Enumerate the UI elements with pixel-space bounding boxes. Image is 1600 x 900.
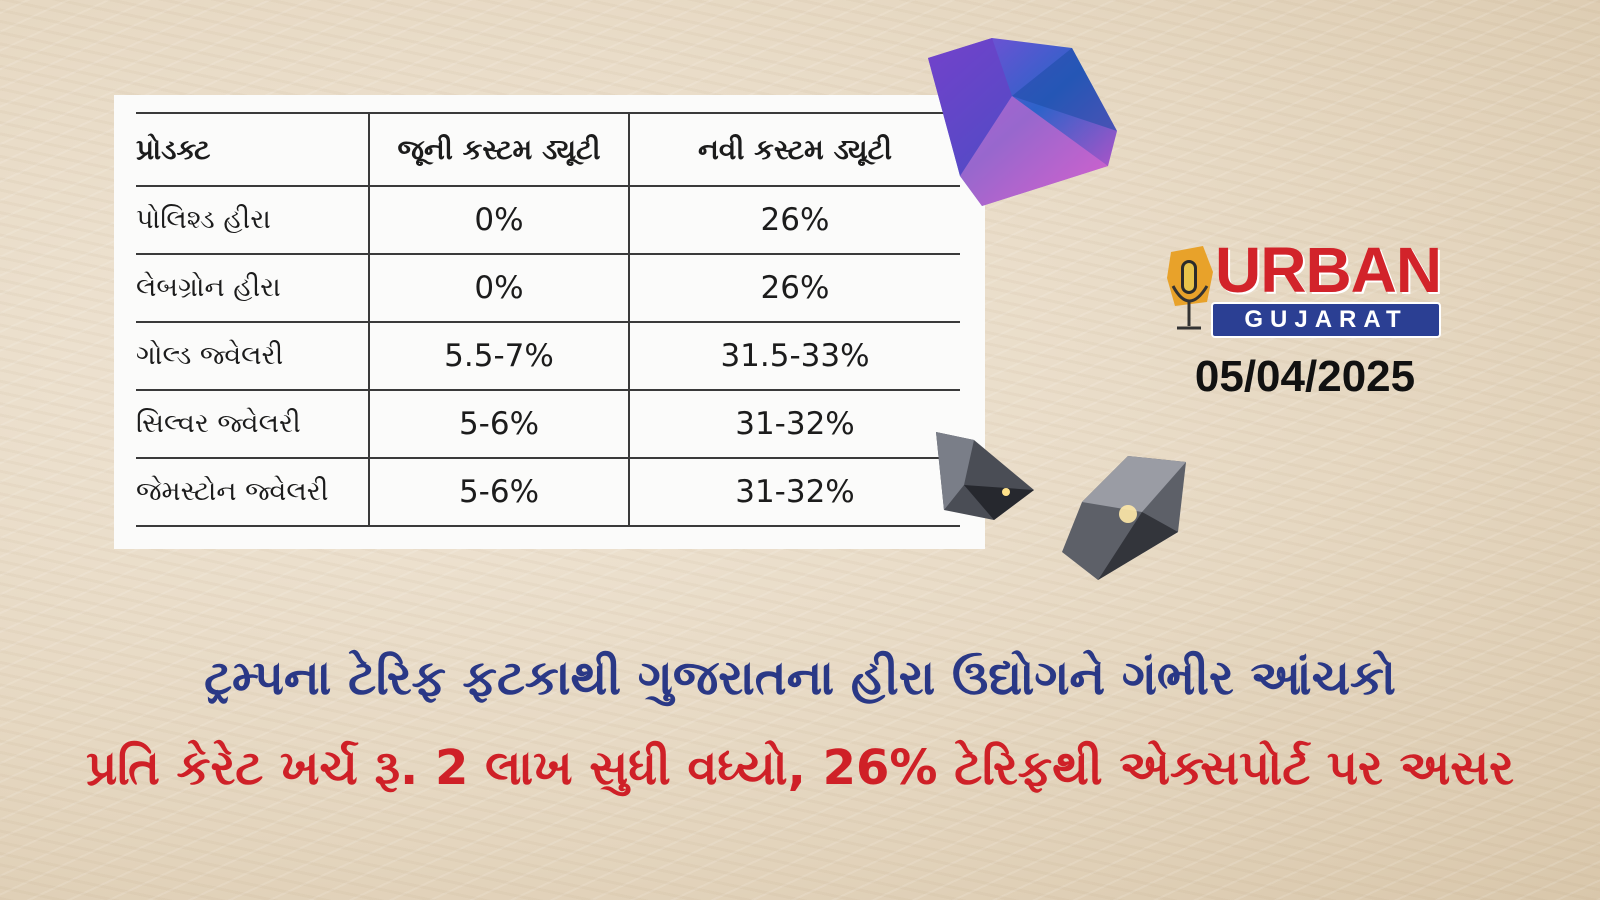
cell-new: 26% <box>628 254 960 323</box>
cell-product: સિલ્વર જ્વેલરી <box>136 390 369 459</box>
cell-new: 31-32% <box>628 458 960 527</box>
cell-old: 5.5-7% <box>368 322 629 391</box>
table-row: લેબગ્રોન હીરા 0% 26% <box>136 254 960 323</box>
cell-product: ગોલ્ડ જ્વેલરી <box>136 322 369 391</box>
microphone-icon <box>1167 246 1213 330</box>
header-old-duty: જૂની કસ્ટમ ડ્યૂટી <box>368 112 629 187</box>
pink-diamond-image <box>928 38 1117 206</box>
duty-table: પ્રોડક્ટ જૂની કસ્ટમ ડ્યૂટી નવી કસ્ટમ ડ્ય… <box>136 112 960 527</box>
logo-gujarat-text: GUJARAT <box>1211 302 1441 338</box>
cell-old: 0% <box>368 254 629 323</box>
cell-new: 31-32% <box>628 390 960 459</box>
cell-old: 5-6% <box>368 458 629 527</box>
cell-old: 5-6% <box>368 390 629 459</box>
table-row: સિલ્વર જ્વેલરી 5-6% 31-32% <box>136 390 960 459</box>
cell-product: જેમસ્ટોન જ્વેલરી <box>136 458 369 527</box>
logo-urban-text: URBAN <box>1215 234 1442 306</box>
duty-table-card: પ્રોડક્ટ જૂની કસ્ટમ ડ્યૂટી નવી કસ્ટમ ડ્ય… <box>114 95 985 549</box>
header-product: પ્રોડક્ટ <box>136 112 369 187</box>
headline: ટ્રમ્પના ટેરિફ ફટકાથી ગુજરાતના હીરા ઉદ્ય… <box>204 650 1396 706</box>
cell-new: 31.5-33% <box>628 322 960 391</box>
table-row: ગોલ્ડ જ્વેલરી 5.5-7% 31.5-33% <box>136 322 960 391</box>
cell-product: પોલિશ્ડ હીરા <box>136 186 369 255</box>
subheadline: પ્રતિ કેરેટ ખર્ચ રૂ. 2 લાખ સુધી વધ્યો, 2… <box>86 740 1514 796</box>
urban-gujarat-logo: URBAN GUJARAT <box>1163 234 1442 338</box>
dark-diamond-image <box>936 432 1034 520</box>
cell-product: લેબગ્રોન હીરા <box>136 254 369 323</box>
table-row: પોલિશ્ડ હીરા 0% 26% <box>136 186 960 255</box>
cell-old: 0% <box>368 186 629 255</box>
table-header-row: પ્રોડક્ટ જૂની કસ્ટમ ડ્યૂટી નવી કસ્ટમ ડ્ય… <box>136 112 960 187</box>
date-label: 05/04/2025 <box>1194 352 1416 401</box>
table-row: જેમસ્ટોન જ્વેલરી 5-6% 31-32% <box>136 458 960 527</box>
header-new-duty: નવી કસ્ટમ ડ્યૂટી <box>628 112 960 187</box>
cell-new: 26% <box>628 186 960 255</box>
clear-diamond-image <box>1062 456 1186 580</box>
